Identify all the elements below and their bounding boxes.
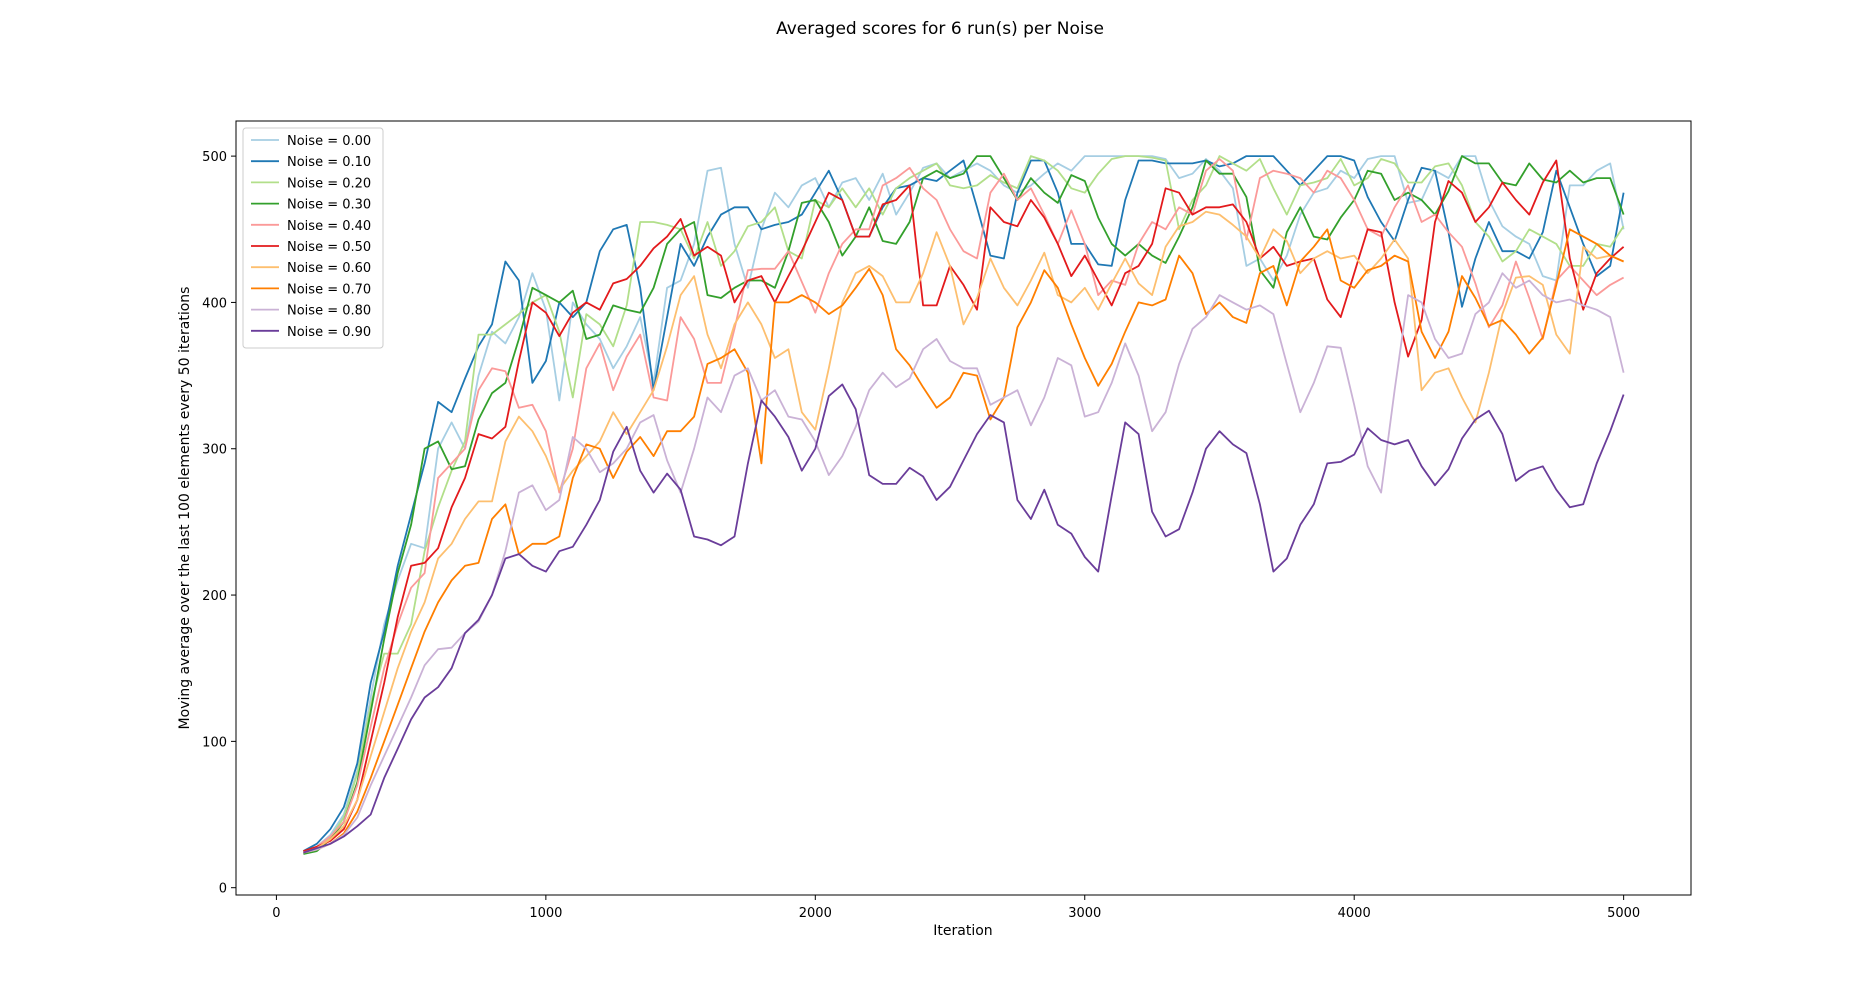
legend-label: Noise = 0.10	[287, 155, 371, 170]
legend-label: Noise = 0.30	[287, 198, 371, 213]
legend-label: Noise = 0.80	[287, 304, 371, 319]
series-line-0	[303, 155, 1625, 852]
legend-label: Noise = 0.40	[287, 219, 371, 234]
series-lines	[302, 155, 1625, 855]
x-tick-label: 5000	[1607, 906, 1640, 921]
series-line-4	[303, 158, 1625, 854]
legend-label: Noise = 0.60	[287, 261, 371, 276]
x-tick-label: 4000	[1338, 906, 1371, 921]
series-line-3	[303, 155, 1625, 855]
series-line-6	[303, 210, 1624, 854]
x-axis: 0 1000 2000 3000 4000 5000	[272, 895, 1640, 921]
x-tick-label: 0	[272, 906, 280, 921]
y-tick-label: 0	[219, 882, 227, 897]
series-line-8	[303, 272, 1625, 854]
y-axis-label: Moving average over the last 100 element…	[177, 287, 193, 730]
y-axis: 0 100 200 300 400 500	[202, 150, 236, 897]
series-line-5	[303, 159, 1625, 852]
y-tick-label: 300	[202, 443, 227, 458]
legend-label: Noise = 0.00	[287, 134, 371, 149]
plot-frame	[235, 120, 1692, 896]
chart-title: Averaged scores for 6 run(s) per Noise	[776, 19, 1104, 39]
x-tick-label: 3000	[1068, 906, 1101, 921]
legend-label: Noise = 0.50	[287, 240, 371, 255]
legend-label: Noise = 0.70	[287, 282, 371, 297]
x-tick-label: 2000	[799, 906, 832, 921]
legend-label: Noise = 0.90	[287, 325, 371, 340]
y-tick-label: 500	[202, 150, 227, 165]
y-tick-label: 100	[202, 735, 227, 750]
series-line-1	[302, 155, 1625, 852]
plot-area	[236, 121, 1691, 895]
legend-label: Noise = 0.20	[287, 176, 371, 191]
x-axis-label: Iteration	[933, 923, 992, 939]
series-line-9	[303, 383, 1625, 854]
series-line-7	[303, 228, 1624, 854]
legend: Noise = 0.00 Noise = 0.10 Noise = 0.20 Nois…	[242, 127, 384, 349]
x-tick-label: 1000	[529, 906, 562, 921]
y-tick-label: 400	[202, 296, 227, 311]
series-line-2	[303, 155, 1625, 854]
y-tick-label: 200	[202, 589, 227, 604]
